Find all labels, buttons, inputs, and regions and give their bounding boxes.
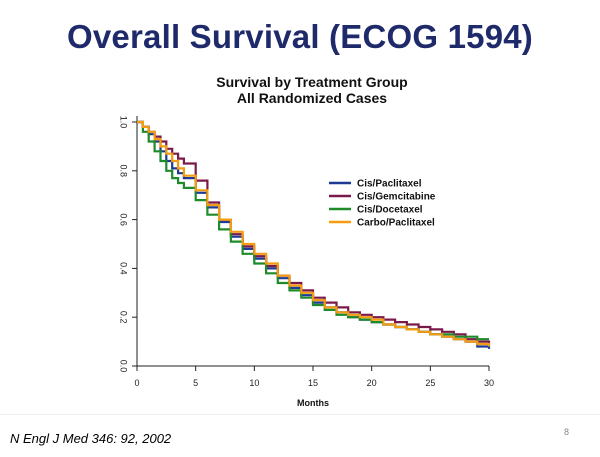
legend-label-2: Cis/Docetaxel [357,205,423,216]
series-line-carbo-paclitaxel [137,120,491,347]
legend-label-3: Carbo/Paclitaxel [357,218,435,229]
legend-label-0: Cis/Paclitaxel [357,179,422,190]
y-tick-label-3: 0.6 [119,213,129,226]
series-line-cis-gemcitabine [137,120,491,344]
footer-divider [0,414,600,415]
page-number: 8 [564,427,570,437]
slide-title: Overall Survival (ECOG 1594) [67,18,533,55]
legend-label-1: Cis/Gemcitabine [357,192,436,203]
x-tick-label-20: 20 [367,378,377,388]
legend: Cis/Paclitaxel Cis/Gemcitabine Cis/Docetax… [329,179,436,229]
series-line-cis-paclitaxel [137,120,491,349]
y-tick-label-1: 0.2 [119,311,129,324]
x-axis-label: Months [297,398,329,408]
y-tick-label-2: 0.4 [119,262,129,275]
chart-title: Survival by Treatment Group [216,74,407,90]
y-tick-label-4: 0.8 [119,165,129,178]
y-tick-label-0: 0.0 [119,360,129,373]
x-tick-label-25: 25 [425,378,435,388]
x-tick-label-0: 0 [134,378,139,388]
series-line-cis-docetaxel [137,120,489,341]
x-tick-label-5: 5 [193,378,198,388]
x-tick-label-15: 15 [308,378,318,388]
chart-subtitle: All Randomized Cases [237,90,387,106]
x-tick-label-30: 30 [484,378,494,388]
y-tick-label-5: 1.0 [119,116,129,129]
axes: 0 5 10 15 20 25 30 0.0 0.2 0.4 0.6 0.8 1.0 [119,116,494,388]
citation: N Engl J Med 346: 92, 2002 [10,431,172,446]
x-tick-label-10: 10 [249,378,259,388]
series-layer [137,120,491,349]
